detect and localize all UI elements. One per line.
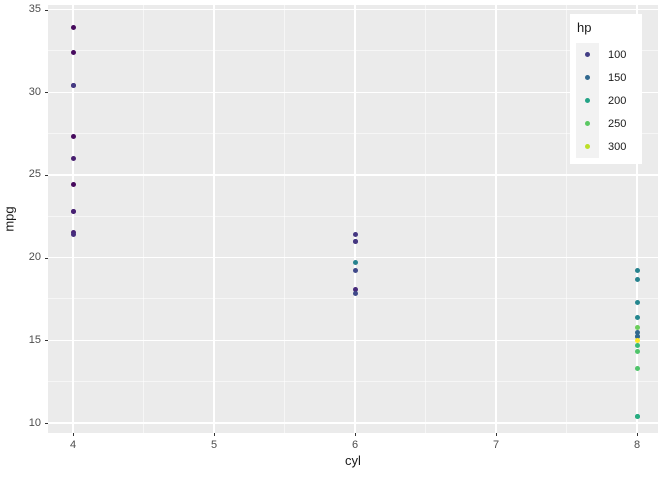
legend-point-icon (585, 52, 590, 57)
x-minor-gridline (425, 5, 426, 433)
data-point (634, 268, 640, 274)
legend-title: hp (577, 20, 592, 35)
data-point (70, 25, 76, 31)
y-tick-label: 15 (28, 333, 41, 346)
legend-key (576, 135, 599, 158)
y-tick-label: 30 (28, 85, 41, 98)
x-axis-title: cyl (345, 453, 361, 468)
legend-entry: 100 (576, 43, 642, 66)
data-point (634, 329, 640, 335)
data-point (634, 337, 640, 343)
x-tick-mark (214, 433, 215, 436)
y-minor-gridline (48, 298, 658, 300)
x-tick-label: 5 (210, 439, 218, 451)
data-point (70, 208, 76, 214)
legend-key (576, 112, 599, 135)
data-point (634, 276, 640, 282)
y-minor-gridline (48, 50, 658, 52)
y-minor-gridline (48, 381, 658, 383)
legend-point-icon (585, 98, 590, 103)
data-point (634, 349, 640, 355)
data-point (634, 365, 640, 371)
y-major-gridline (48, 339, 658, 341)
legend-entry-label: 100 (608, 48, 627, 61)
x-minor-gridline (143, 5, 144, 433)
x-tick-label: 7 (492, 439, 500, 451)
y-major-gridline (48, 422, 658, 424)
legend-key (576, 43, 599, 66)
y-tick-label: 35 (28, 3, 41, 15)
legend-key (576, 66, 599, 89)
legend-point-icon (585, 144, 590, 149)
x-major-gridline (495, 5, 497, 433)
y-tick-mark (45, 174, 48, 176)
x-tick-mark (355, 433, 356, 436)
legend: hp 100 150 200 250 300 (570, 14, 642, 164)
data-point (70, 182, 76, 188)
data-point (70, 83, 76, 89)
data-point (352, 291, 358, 297)
y-tick-mark (45, 92, 48, 94)
data-point (634, 324, 640, 330)
y-major-gridline (48, 8, 658, 11)
x-tick-label: 6 (351, 439, 359, 451)
data-point (634, 299, 640, 305)
y-tick-label: 10 (28, 416, 41, 429)
legend-entry-label: 300 (608, 140, 627, 153)
data-point (352, 238, 358, 244)
legend-point-icon (585, 121, 590, 126)
y-tick-mark (45, 9, 48, 11)
legend-entry: 250 (576, 112, 642, 135)
data-point (352, 268, 358, 274)
data-point (352, 260, 358, 266)
data-point (634, 334, 640, 340)
x-minor-gridline (284, 5, 285, 433)
x-minor-gridline (566, 5, 567, 433)
y-minor-gridline (48, 215, 658, 217)
x-tick-label: 4 (69, 439, 77, 451)
y-minor-gridline (48, 133, 658, 135)
legend-entry-label: 250 (608, 117, 627, 130)
x-tick-mark (637, 433, 638, 436)
y-tick-label: 20 (28, 251, 41, 264)
x-major-gridline (354, 5, 356, 433)
x-tick-mark (73, 433, 74, 436)
y-major-gridline (48, 256, 658, 259)
data-point (352, 286, 358, 292)
x-major-gridline (636, 5, 638, 433)
y-tick-mark (45, 257, 48, 259)
data-point (70, 155, 76, 161)
data-point (634, 314, 640, 320)
data-point (70, 231, 76, 237)
x-major-gridline (72, 5, 74, 433)
data-point (70, 50, 76, 55)
x-major-gridline (213, 5, 215, 433)
y-tick-mark (45, 423, 48, 424)
legend-entry-label: 200 (608, 94, 627, 107)
data-point (634, 342, 640, 348)
x-tick-mark (496, 433, 497, 436)
y-tick-label: 25 (28, 168, 41, 181)
data-point (634, 413, 640, 419)
legend-entry: 200 (576, 89, 642, 112)
x-tick-label: 8 (633, 439, 641, 451)
y-major-gridline (48, 91, 658, 93)
data-point (70, 134, 76, 140)
legend-entry: 150 (576, 66, 642, 89)
legend-entry-label: 150 (608, 71, 627, 84)
y-axis-title: mpg (1, 206, 17, 232)
legend-entry: 300 (576, 135, 642, 158)
y-major-gridline (48, 174, 658, 176)
data-point (352, 231, 358, 237)
plot-panel: hp 100 150 200 250 300 (48, 5, 658, 433)
y-tick-mark (45, 340, 48, 342)
legend-entries: 100 150 200 250 300 (576, 43, 642, 158)
legend-key (576, 89, 599, 112)
legend-point-icon (585, 75, 590, 80)
